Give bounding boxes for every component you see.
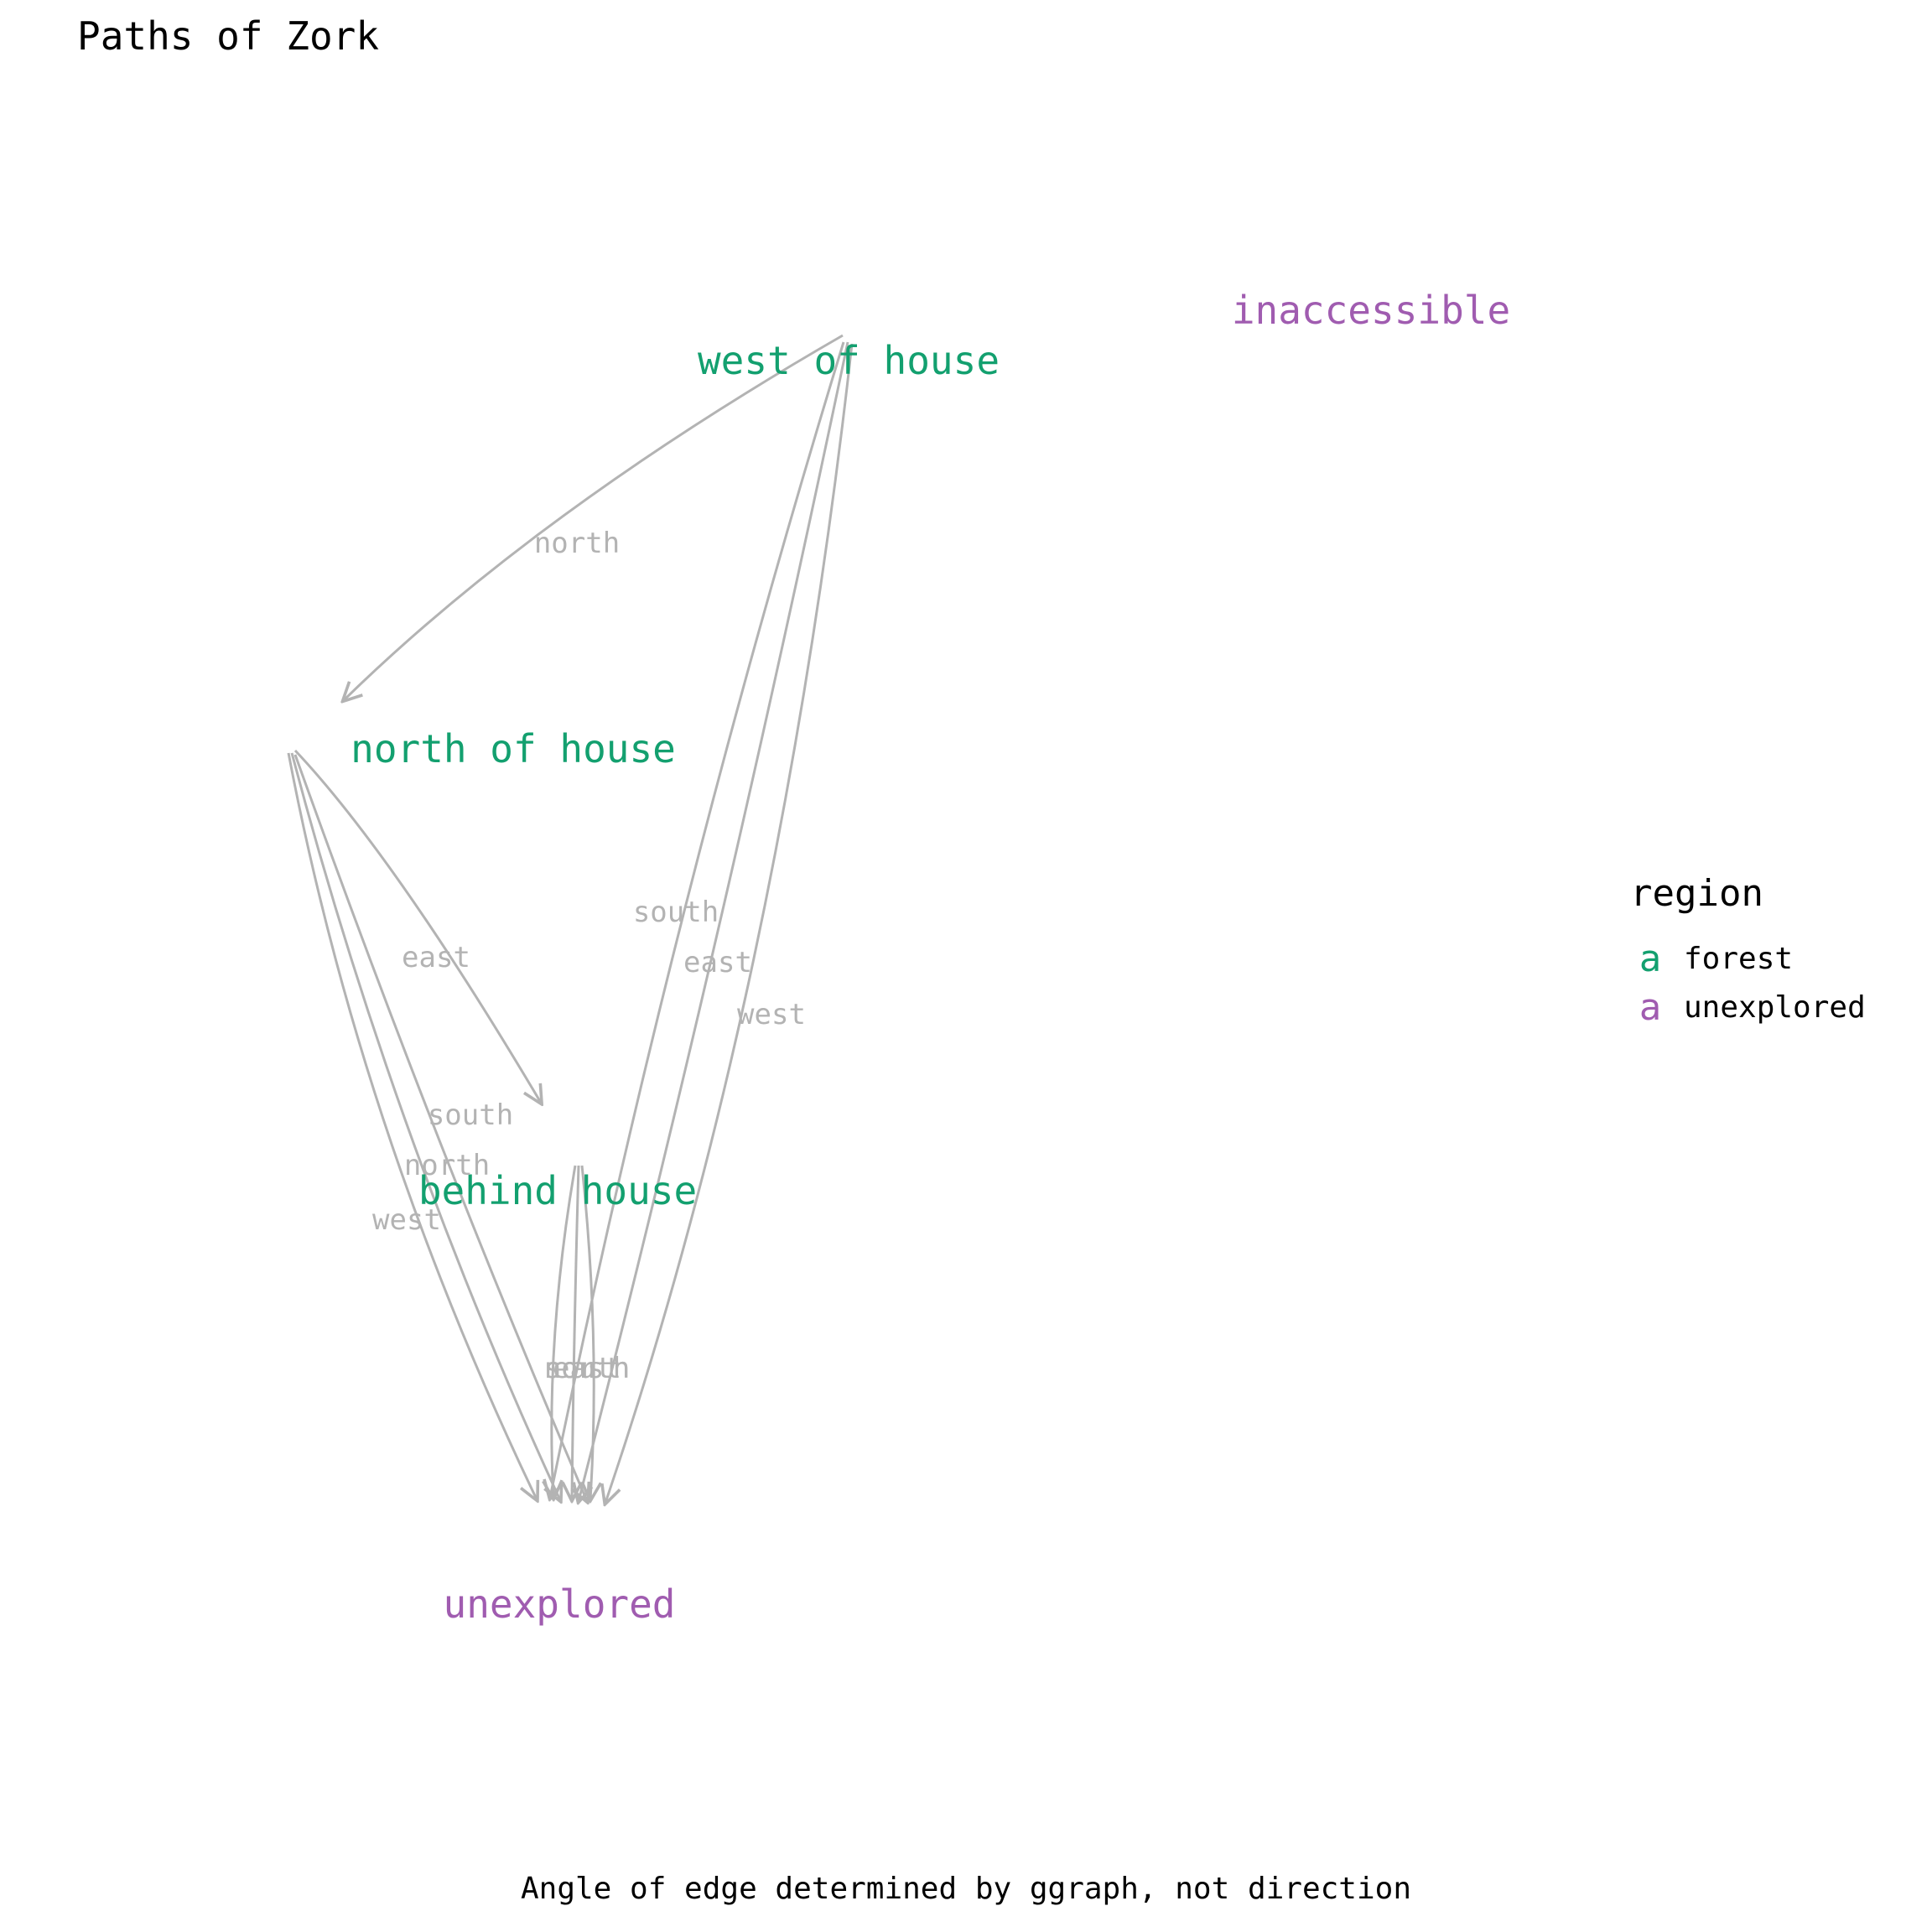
edge-path (579, 341, 849, 1501)
page-title: Paths of Zork (77, 13, 380, 59)
edge-label-south-noh-unex: south (427, 1098, 514, 1132)
edge-label-east-bh-unex: east (553, 1352, 621, 1385)
legend-item-unexplored[interactable]: a unexplored (1630, 984, 1907, 1031)
legend: region a forest a unexplored (1630, 872, 1907, 1032)
edge-label-south-bh-unex: south (543, 1352, 631, 1385)
edge-label-east-woh-unex: east (683, 946, 752, 979)
legend-label-unexplored: unexplored (1684, 989, 1866, 1025)
plot-caption: Angle of edge determined by ggraph, not … (520, 1872, 1412, 1906)
edge-path (605, 343, 854, 1503)
edge-label-west-noh-unex: west (372, 1203, 441, 1237)
edge-path (552, 1165, 577, 1498)
edge-path (344, 334, 844, 700)
legend-title: region (1630, 872, 1763, 915)
node-west-of-house[interactable]: west of house (697, 338, 1000, 383)
edge-label-west-woh-unex: west (737, 998, 806, 1031)
edge-label-east-noh-bh: east (402, 941, 470, 974)
edge-path (572, 1165, 579, 1499)
edge-path (293, 754, 587, 1501)
edge-label-north-woh-noh: north (533, 527, 621, 560)
legend-key-glyph-unexplored: a (1639, 985, 1662, 1029)
edge-label-south-woh-unex: south (632, 896, 719, 929)
node-north-of-house[interactable]: north of house (351, 726, 676, 771)
node-behind-house[interactable]: behind house (418, 1168, 698, 1213)
legend-item-forest[interactable]: a forest (1630, 935, 1907, 982)
edge-path (287, 752, 537, 1499)
legend-label-forest: forest (1684, 941, 1794, 976)
node-unexplored[interactable]: unexplored (443, 1581, 676, 1627)
legend-key-glyph-forest: a (1639, 937, 1662, 980)
edge-path (290, 752, 560, 1500)
edge-path (582, 1165, 594, 1499)
edge-path (550, 341, 845, 1498)
node-inaccessible[interactable]: inaccessible (1231, 288, 1511, 333)
edge-label-north-noh-unex: north (403, 1149, 491, 1182)
edge-path (293, 749, 541, 1103)
edge-label-north-bh-unex: north (543, 1352, 631, 1385)
